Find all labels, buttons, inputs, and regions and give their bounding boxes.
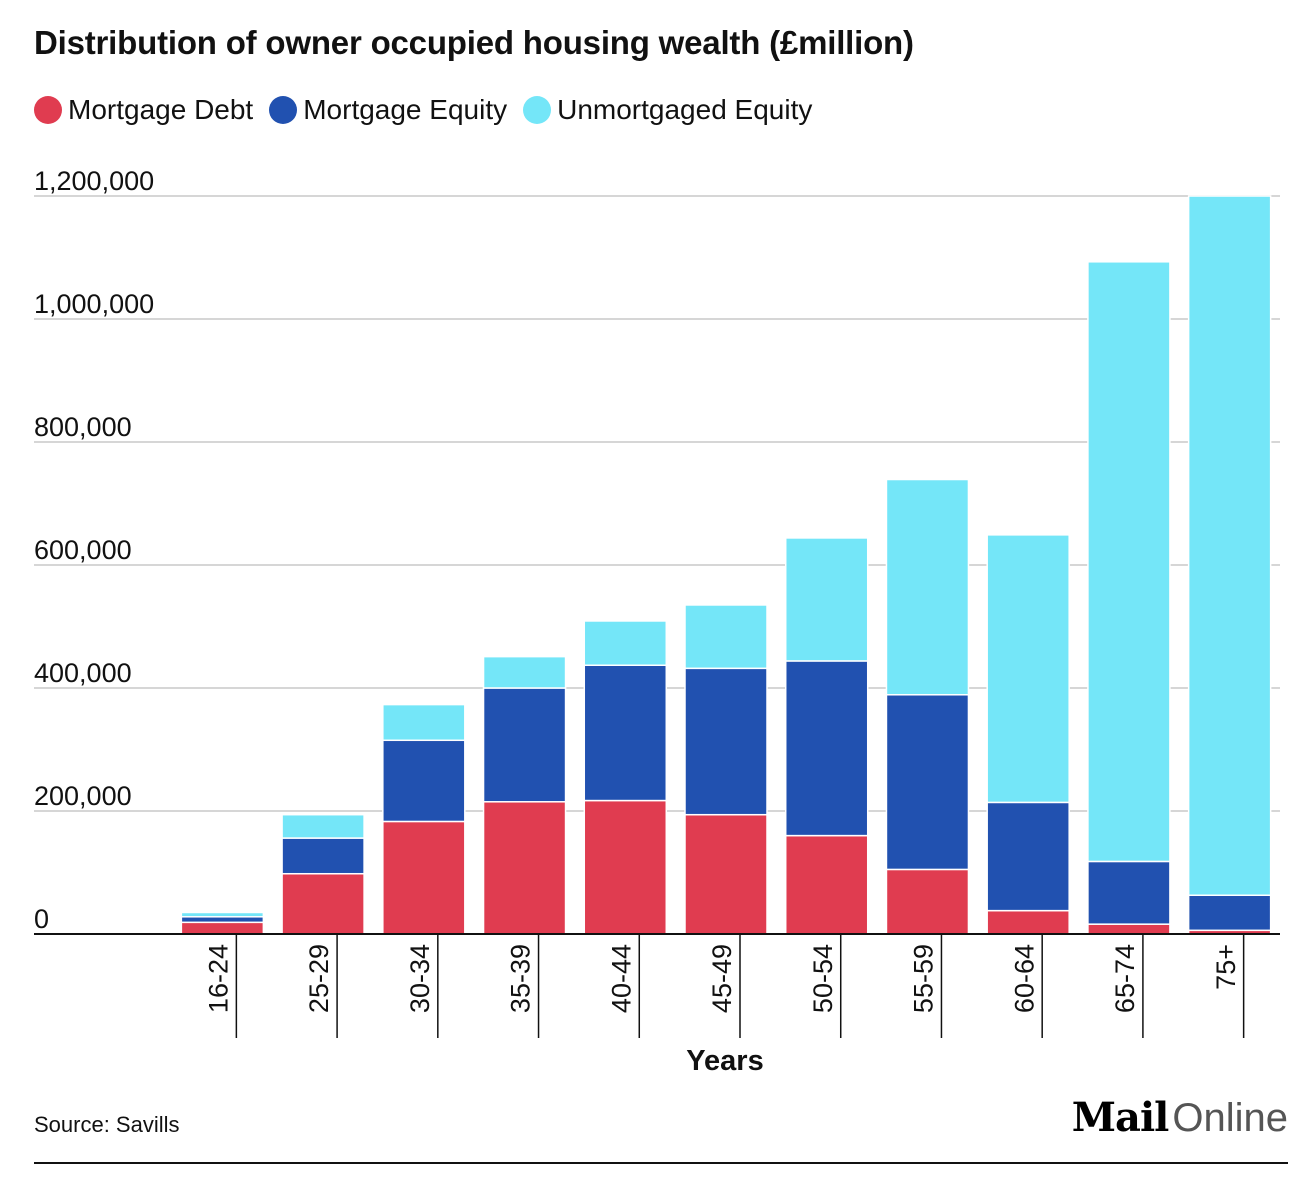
bar-segment xyxy=(784,660,869,837)
bar-segment xyxy=(482,655,567,689)
y-tick-label: 1,200,000 xyxy=(34,166,154,196)
bar-segment xyxy=(583,620,668,666)
bar-segment xyxy=(482,687,567,803)
x-tick-label: 65-74 xyxy=(1110,944,1140,1013)
bar-segment xyxy=(986,534,1070,804)
x-tick-label: 30-34 xyxy=(405,944,435,1013)
x-tick-label: 50-54 xyxy=(808,944,838,1013)
bar-segment xyxy=(1087,261,1171,863)
bar-segment xyxy=(986,801,1070,912)
y-tick-label: 1,000,000 xyxy=(34,289,154,319)
legend-label-mortgage-debt: Mortgage Debt xyxy=(68,94,254,125)
bar-segment xyxy=(986,909,1070,935)
bar-segment xyxy=(281,837,365,875)
y-tick-label: 600,000 xyxy=(34,535,132,565)
axis-layer: 0 200,000 400,000 600,000 800,000 1,000,000 1,… xyxy=(34,166,1280,1038)
bar-segment xyxy=(583,799,668,935)
bar-segment xyxy=(1187,195,1272,897)
bar-segment xyxy=(180,916,265,924)
bar-segment xyxy=(1187,894,1272,932)
legend-label-mortgage-equity: Mortgage Equity xyxy=(303,94,508,125)
bar-segment xyxy=(180,921,265,935)
x-tick-label: 40-44 xyxy=(606,944,636,1013)
x-tick-label: 16-24 xyxy=(203,944,233,1013)
bottom-divider xyxy=(34,1162,1288,1164)
bar-segment xyxy=(684,667,768,816)
y-tick-label: 800,000 xyxy=(34,412,132,442)
y-tick-label: 0 xyxy=(34,904,49,934)
brand-logo-bold: Mail xyxy=(1071,1094,1170,1141)
bar-segment xyxy=(784,834,869,935)
bar-segment xyxy=(583,664,668,802)
bar-segment xyxy=(1087,860,1171,925)
bar-segment xyxy=(382,703,466,742)
source-note: Source: Savills xyxy=(34,1112,180,1137)
x-tick-label: 25-29 xyxy=(304,944,334,1013)
brand-logo-light: Online xyxy=(1172,1096,1288,1140)
chart-title: Distribution of owner occupied housing w… xyxy=(34,24,914,61)
x-tick-label: 75+ xyxy=(1211,944,1241,990)
bar-segment xyxy=(885,868,970,935)
bar-segment xyxy=(281,872,365,935)
bar-segment xyxy=(482,801,567,935)
legend-swatch-unmortgaged-equity xyxy=(523,96,552,124)
legend-swatch-mortgage-debt xyxy=(34,96,62,124)
legend-item-mortgage-equity: Mortgage Equity xyxy=(269,94,507,126)
y-tick-label: 200,000 xyxy=(34,781,132,811)
bar-segment xyxy=(1087,923,1171,935)
bar-segment xyxy=(684,604,768,670)
bar-segment xyxy=(281,813,365,839)
legend-label-unmortgaged-equity: Unmortgaged Equity xyxy=(557,94,813,125)
legend-item-unmortgaged-equity: Unmortgaged Equity xyxy=(523,94,812,126)
chart-legend: Mortgage Debt Mortgage Equity Unmortgage… xyxy=(34,94,828,126)
brand-logo: Mail Online xyxy=(1072,1096,1288,1140)
x-tick-label: 35-39 xyxy=(506,944,536,1013)
y-tick-label: 400,000 xyxy=(34,658,132,688)
x-axis-title: Years xyxy=(686,1045,763,1077)
bar-segment xyxy=(180,911,265,918)
bar-segment xyxy=(885,478,970,696)
bar-layer xyxy=(180,195,1272,935)
legend-item-mortgage-debt: Mortgage Debt xyxy=(34,94,253,126)
legend-swatch-mortgage-equity xyxy=(269,96,298,124)
bar-segment xyxy=(382,739,466,823)
x-tick-label: 60-64 xyxy=(1009,944,1039,1013)
x-tick-label: 55-59 xyxy=(909,944,939,1013)
bar-segment xyxy=(784,537,869,662)
x-tick-label: 45-49 xyxy=(707,944,737,1013)
bar-segment xyxy=(684,813,768,935)
bar-segment xyxy=(885,694,970,871)
bar-segment xyxy=(382,820,466,935)
